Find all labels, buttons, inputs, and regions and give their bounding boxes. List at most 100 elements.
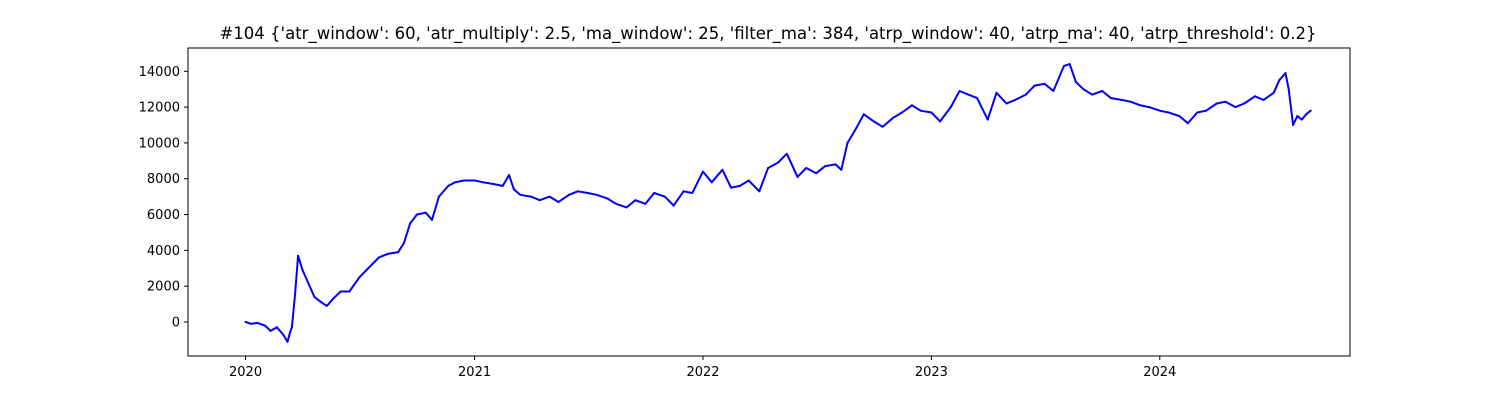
y-axis: 0 2000 4000 6000 8000 10000 12000 14000	[139, 65, 188, 330]
data-point	[1186, 122, 1189, 125]
data-point	[332, 297, 335, 300]
data-point	[1278, 79, 1281, 82]
data-point	[796, 175, 799, 178]
x-tick-label: 2021	[458, 365, 491, 380]
data-point	[409, 222, 412, 225]
plot-area	[244, 63, 1312, 343]
data-point	[1148, 106, 1151, 109]
data-point	[1205, 109, 1208, 112]
y-tick-label: 4000	[147, 244, 180, 259]
data-point	[282, 333, 285, 336]
y-tick-label: 0	[172, 315, 180, 330]
data-point	[702, 170, 704, 173]
data-point	[1243, 102, 1246, 105]
y-tick-label: 10000	[139, 136, 180, 151]
data-point	[862, 113, 865, 116]
data-point	[691, 192, 694, 194]
data-point	[1063, 64, 1065, 67]
data-point	[397, 251, 400, 254]
data-point	[710, 181, 713, 184]
data-point	[1024, 93, 1027, 96]
data-point	[758, 190, 761, 193]
data-point	[747, 179, 750, 182]
data-point	[1043, 82, 1046, 85]
y-tick-label: 14000	[139, 65, 180, 80]
data-point	[1082, 88, 1085, 91]
data-point	[538, 199, 541, 202]
data-point	[519, 193, 522, 196]
data-point	[911, 104, 913, 107]
data-point	[275, 326, 278, 329]
data-point	[901, 111, 903, 114]
data-point	[493, 183, 495, 186]
data-point	[730, 186, 733, 189]
data-point	[682, 190, 685, 193]
data-point	[447, 184, 450, 187]
data-point	[625, 206, 628, 209]
data-point	[805, 167, 808, 169]
data-point	[767, 167, 770, 169]
data-point	[967, 93, 970, 96]
y-tick-label: 2000	[147, 280, 180, 295]
data-point	[958, 90, 961, 92]
y-tick-label: 12000	[139, 101, 180, 116]
data-point	[325, 304, 328, 307]
data-point	[653, 192, 656, 194]
data-point	[386, 252, 389, 255]
data-point	[1305, 113, 1308, 116]
axes-frame	[187, 47, 1351, 357]
data-point	[1074, 81, 1077, 83]
data-point	[930, 111, 933, 114]
x-axis: 2020 2021 2022 2023 2024	[229, 356, 1176, 380]
data-point	[576, 190, 579, 193]
data-point	[586, 192, 589, 194]
data-point	[358, 276, 361, 279]
data-point	[1101, 90, 1104, 92]
data-point	[437, 195, 440, 198]
data-point	[595, 193, 598, 196]
data-point	[348, 290, 351, 293]
data-point	[872, 120, 875, 123]
data-point	[557, 201, 560, 203]
data-point	[606, 197, 609, 200]
data-point	[1167, 111, 1170, 114]
data-point	[995, 91, 998, 94]
x-tick-label: 2024	[1143, 365, 1176, 380]
data-point	[1068, 63, 1071, 66]
data-point	[881, 125, 884, 128]
data-point	[1262, 98, 1265, 101]
data-point	[548, 195, 551, 198]
x-tick-label: 2022	[686, 365, 719, 380]
data-point	[949, 106, 952, 109]
data-point	[463, 179, 465, 182]
data-point	[1178, 115, 1181, 117]
data-point	[367, 267, 370, 270]
data-point	[1224, 100, 1227, 103]
data-point	[738, 184, 741, 187]
data-point	[568, 193, 571, 196]
data-point	[815, 172, 818, 175]
data-point	[473, 179, 476, 182]
data-point	[1091, 93, 1094, 96]
data-point	[834, 163, 837, 166]
chart-title: #104 {'atr_window': 60, 'atr_multiply': …	[219, 24, 1316, 44]
data-point	[529, 195, 532, 198]
data-point	[1196, 111, 1199, 114]
data-point	[1120, 98, 1123, 101]
data-point	[644, 202, 647, 205]
data-point	[840, 168, 843, 171]
data-point	[454, 181, 457, 184]
data-point	[339, 290, 342, 293]
data-point	[615, 202, 617, 205]
data-point	[976, 97, 979, 100]
data-point	[320, 301, 323, 304]
data-point	[986, 118, 989, 121]
data-point	[663, 195, 666, 198]
data-point	[290, 326, 293, 329]
data-point	[1234, 106, 1237, 109]
data-point	[294, 294, 296, 297]
data-point	[402, 242, 405, 245]
data-point	[846, 141, 849, 144]
